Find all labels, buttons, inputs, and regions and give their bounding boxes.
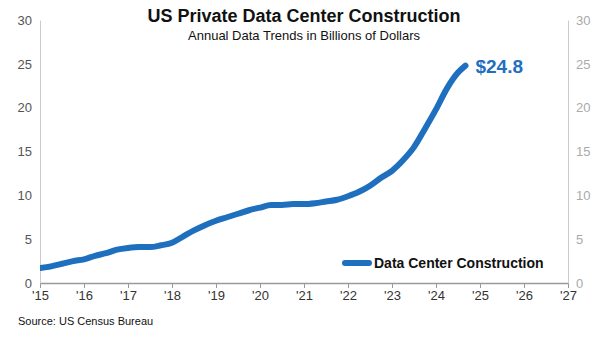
x-tick: '17 (120, 283, 137, 303)
annotation: $24.8 (475, 56, 523, 77)
legend-swatch (345, 260, 369, 266)
y-tick-left: 25 (18, 56, 40, 71)
x-tick: '15 (32, 283, 49, 303)
y-tick-left: 0 (25, 276, 40, 291)
x-tick-label: '22 (340, 288, 357, 303)
x-tick-label: '26 (516, 288, 533, 303)
y-tick-label-right: 5 (576, 232, 583, 247)
y-tick-right: 5 (568, 232, 583, 247)
x-tick-label: '25 (472, 288, 489, 303)
y-axis-line-left (40, 21, 41, 284)
x-tick: '27 (560, 283, 577, 303)
y-tick-label-left: 25 (18, 56, 32, 71)
y-tick-left: 30 (18, 13, 40, 28)
y-tick-label-right: 30 (576, 13, 590, 28)
y-axis-left: 0 5 10 15 20 25 30 (18, 13, 41, 291)
x-tick: '21 (296, 283, 313, 303)
x-tick-label: '21 (296, 288, 313, 303)
data-line (40, 66, 465, 269)
x-tick-label: '20 (252, 288, 269, 303)
x-tick-label: '19 (208, 288, 225, 303)
chart: US Private Data Center Construction Annua… (0, 0, 608, 342)
y-tick-label-right: 0 (576, 276, 583, 291)
x-tick-label: '27 (560, 288, 577, 303)
x-tick-label: '23 (384, 288, 401, 303)
x-tick: '18 (164, 283, 181, 303)
x-axis: '15 '16 '17 '18 '19 '20 '21 '22 '23 '24 '25 '26 '27 (32, 283, 577, 303)
title: US Private Data Center Construction (147, 6, 460, 26)
y-tick-label-right: 20 (576, 100, 590, 115)
y-axis-right: 0 5 10 15 20 25 30 (568, 13, 590, 291)
x-tick: '25 (472, 283, 489, 303)
y-tick-right: 30 (568, 13, 590, 28)
legend: Data Center Construction (345, 255, 544, 271)
y-tick-left: 10 (18, 188, 40, 203)
subtitle: Annual Data Trends in Billions of Dollar… (188, 28, 420, 43)
y-tick-right: 15 (568, 144, 590, 159)
x-tick: '24 (428, 283, 445, 303)
source: Source: US Census Bureau (18, 315, 153, 327)
y-tick-label-left: 5 (25, 232, 32, 247)
y-tick-label-left: 10 (18, 188, 32, 203)
x-tick: '19 (208, 283, 225, 303)
y-tick-label-right: 25 (576, 56, 590, 71)
x-tick: '20 (252, 283, 269, 303)
x-tick-label: '15 (32, 288, 49, 303)
y-tick-label-left: 20 (18, 100, 32, 115)
y-tick-left: 5 (25, 232, 40, 247)
x-tick-label: '16 (76, 288, 93, 303)
x-tick: '26 (516, 283, 533, 303)
y-axis-line-right (568, 21, 569, 284)
x-tick: '23 (384, 283, 401, 303)
y-tick-left: 15 (18, 144, 40, 159)
y-tick-label-right: 10 (576, 188, 590, 203)
x-tick-label: '18 (164, 288, 181, 303)
y-tick-label-left: 0 (25, 276, 32, 291)
y-tick-right: 25 (568, 56, 590, 71)
y-tick-right: 0 (568, 276, 583, 291)
plot-area (40, 66, 465, 269)
x-tick: '22 (340, 283, 357, 303)
legend-label: Data Center Construction (374, 255, 544, 271)
y-tick-label-left: 30 (18, 13, 32, 28)
x-tick: '16 (76, 283, 93, 303)
y-tick-label-left: 15 (18, 144, 32, 159)
x-tick-label: '17 (120, 288, 137, 303)
y-tick-left: 20 (18, 100, 40, 115)
x-tick-label: '24 (428, 288, 445, 303)
y-tick-right: 10 (568, 188, 590, 203)
y-tick-label-right: 15 (576, 144, 590, 159)
y-tick-right: 20 (568, 100, 590, 115)
